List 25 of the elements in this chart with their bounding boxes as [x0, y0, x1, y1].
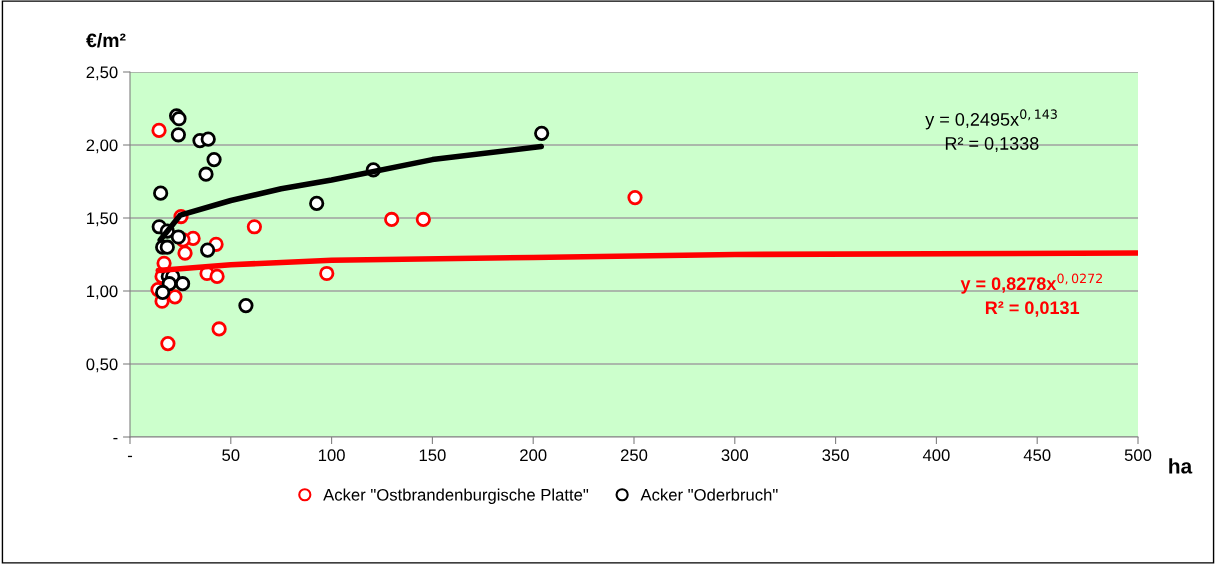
annotation: y = 0,8278x$^{0,0272}$ [960, 273, 1102, 294]
y-tick-label: 2,50 [86, 66, 118, 81]
x-tick-label: 500 [1124, 449, 1152, 462]
annotation: y = 0,2495x$^{0,143}$ [925, 109, 1057, 130]
annotation: R² = 0,0131 [985, 301, 1080, 317]
x-axis-title: ha [1169, 458, 1193, 474]
y-tick-label: 1,50 [87, 212, 118, 227]
x-tick-label: 100 [318, 449, 345, 462]
x-tick-label: 150 [419, 449, 446, 462]
y-tick-label: 1,00 [87, 285, 118, 300]
y-axis-title: €/m² [86, 32, 126, 48]
legend-label: Acker "Oderbruch" [640, 488, 778, 501]
annotation: R² = 0,1338 [945, 137, 1039, 152]
x-tick-label: 350 [822, 449, 849, 462]
y-tick-label: - [113, 437, 118, 440]
x-tick-label: - [127, 455, 133, 458]
x-tick-label: 50 [222, 449, 240, 462]
y-tick-label: 2,00 [86, 139, 118, 154]
x-tick-label: 300 [721, 449, 749, 462]
x-tick-label: 450 [1023, 449, 1051, 462]
legend-label: Acker "Ostbrandenburgische Platte" [323, 488, 589, 505]
x-tick-label: 200 [520, 449, 547, 462]
x-tick-label: 250 [620, 449, 648, 462]
x-tick-label: 400 [922, 449, 950, 462]
y-tick-label: 0,50 [86, 358, 118, 373]
